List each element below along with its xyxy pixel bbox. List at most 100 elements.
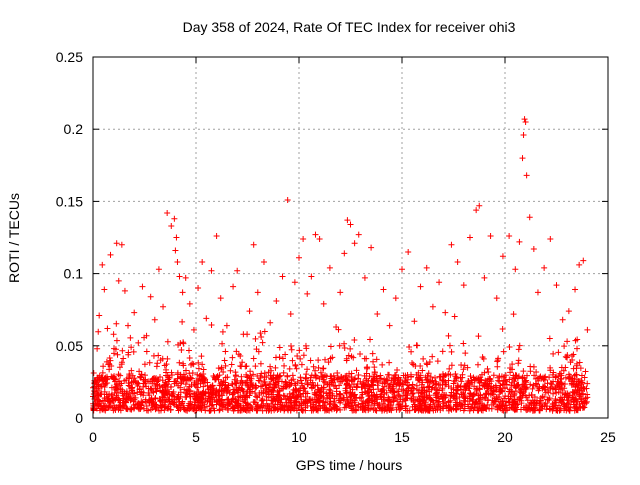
- data-point: [326, 394, 333, 400]
- data-point: [95, 403, 102, 410]
- data-point: [302, 389, 309, 396]
- data-point: [363, 390, 370, 397]
- data-point-peak: [326, 264, 333, 271]
- data-point: [288, 346, 295, 353]
- data-point-peak: [411, 318, 418, 325]
- data-point: [452, 405, 459, 412]
- data-point: [470, 392, 477, 399]
- data-point: [129, 390, 136, 397]
- data-point: [232, 373, 239, 380]
- data-point: [408, 348, 415, 355]
- data-point: [98, 374, 105, 381]
- data-point: [192, 383, 199, 390]
- data-point: [533, 369, 540, 376]
- data-point: [176, 359, 183, 366]
- data-point: [382, 405, 389, 412]
- data-point: [396, 393, 403, 400]
- data-point: [508, 382, 515, 389]
- data-point: [231, 404, 238, 411]
- data-point: [409, 384, 416, 391]
- data-point: [530, 363, 537, 370]
- data-point-peak: [250, 241, 257, 248]
- data-point: [434, 358, 441, 365]
- data-point: [300, 352, 307, 359]
- data-point: [374, 402, 381, 409]
- data-point: [271, 384, 278, 391]
- data-point: [113, 404, 120, 411]
- data-point: [496, 373, 503, 380]
- data-point: [148, 386, 155, 393]
- data-point: [268, 367, 275, 374]
- data-point-peak: [523, 172, 530, 179]
- data-point: [462, 387, 469, 394]
- data-point: [462, 350, 469, 357]
- data-point: [516, 395, 523, 402]
- data-point: [348, 353, 355, 360]
- data-point: [261, 378, 268, 385]
- data-point: [370, 406, 377, 413]
- data-point: [249, 388, 256, 395]
- data-point: [453, 406, 460, 413]
- data-point: [506, 404, 513, 411]
- data-point: [493, 403, 500, 410]
- data-point: [111, 376, 118, 383]
- data-point: [257, 374, 264, 381]
- data-point: [311, 396, 318, 403]
- data-point: [228, 361, 235, 368]
- data-point: [572, 337, 579, 344]
- data-point-peak: [553, 282, 560, 289]
- data-point: [152, 401, 159, 408]
- data-point: [218, 396, 225, 403]
- data-point: [109, 397, 116, 404]
- data-point-peak: [392, 295, 399, 302]
- data-point: [552, 395, 559, 402]
- data-point: [515, 373, 522, 380]
- data-point: [125, 375, 132, 382]
- data-point: [217, 380, 224, 387]
- data-point: [363, 365, 370, 372]
- data-point: [413, 382, 420, 389]
- data-point: [437, 382, 444, 389]
- data-point: [113, 337, 120, 344]
- grid: [93, 57, 608, 418]
- data-point: [319, 399, 326, 406]
- data-point: [458, 402, 465, 409]
- data-point: [201, 401, 208, 408]
- data-point: [334, 376, 341, 383]
- data-point-peak: [473, 207, 480, 214]
- data-point: [130, 348, 137, 355]
- data-point: [131, 375, 138, 382]
- data-point: [197, 404, 204, 411]
- data-point: [219, 340, 226, 347]
- data-point: [515, 357, 522, 364]
- data-point: [460, 397, 467, 404]
- data-point: [402, 407, 409, 414]
- data-point: [433, 389, 440, 396]
- data-point: [445, 332, 452, 339]
- data-point: [553, 399, 560, 406]
- data-point: [329, 379, 336, 386]
- data-point: [175, 382, 182, 389]
- y-tick-label: 0.1: [64, 266, 84, 282]
- data-point: [571, 378, 578, 385]
- data-point: [141, 361, 148, 368]
- data-point-peak: [186, 300, 193, 307]
- data-point: [222, 348, 229, 355]
- data-point: [272, 398, 279, 405]
- data-point: [297, 391, 304, 398]
- data-point-peak: [291, 279, 298, 286]
- data-point: [126, 389, 133, 396]
- data-point: [170, 388, 177, 395]
- data-point: [452, 377, 459, 384]
- data-point: [389, 389, 396, 396]
- data-point: [96, 407, 103, 414]
- data-point: [341, 344, 348, 351]
- data-point: [344, 394, 351, 401]
- data-point: [132, 377, 139, 384]
- data-point: [466, 381, 473, 388]
- data-point: [484, 365, 491, 372]
- data-point: [113, 320, 120, 327]
- data-point: [391, 372, 398, 379]
- data-point: [569, 394, 576, 401]
- data-point: [315, 357, 322, 364]
